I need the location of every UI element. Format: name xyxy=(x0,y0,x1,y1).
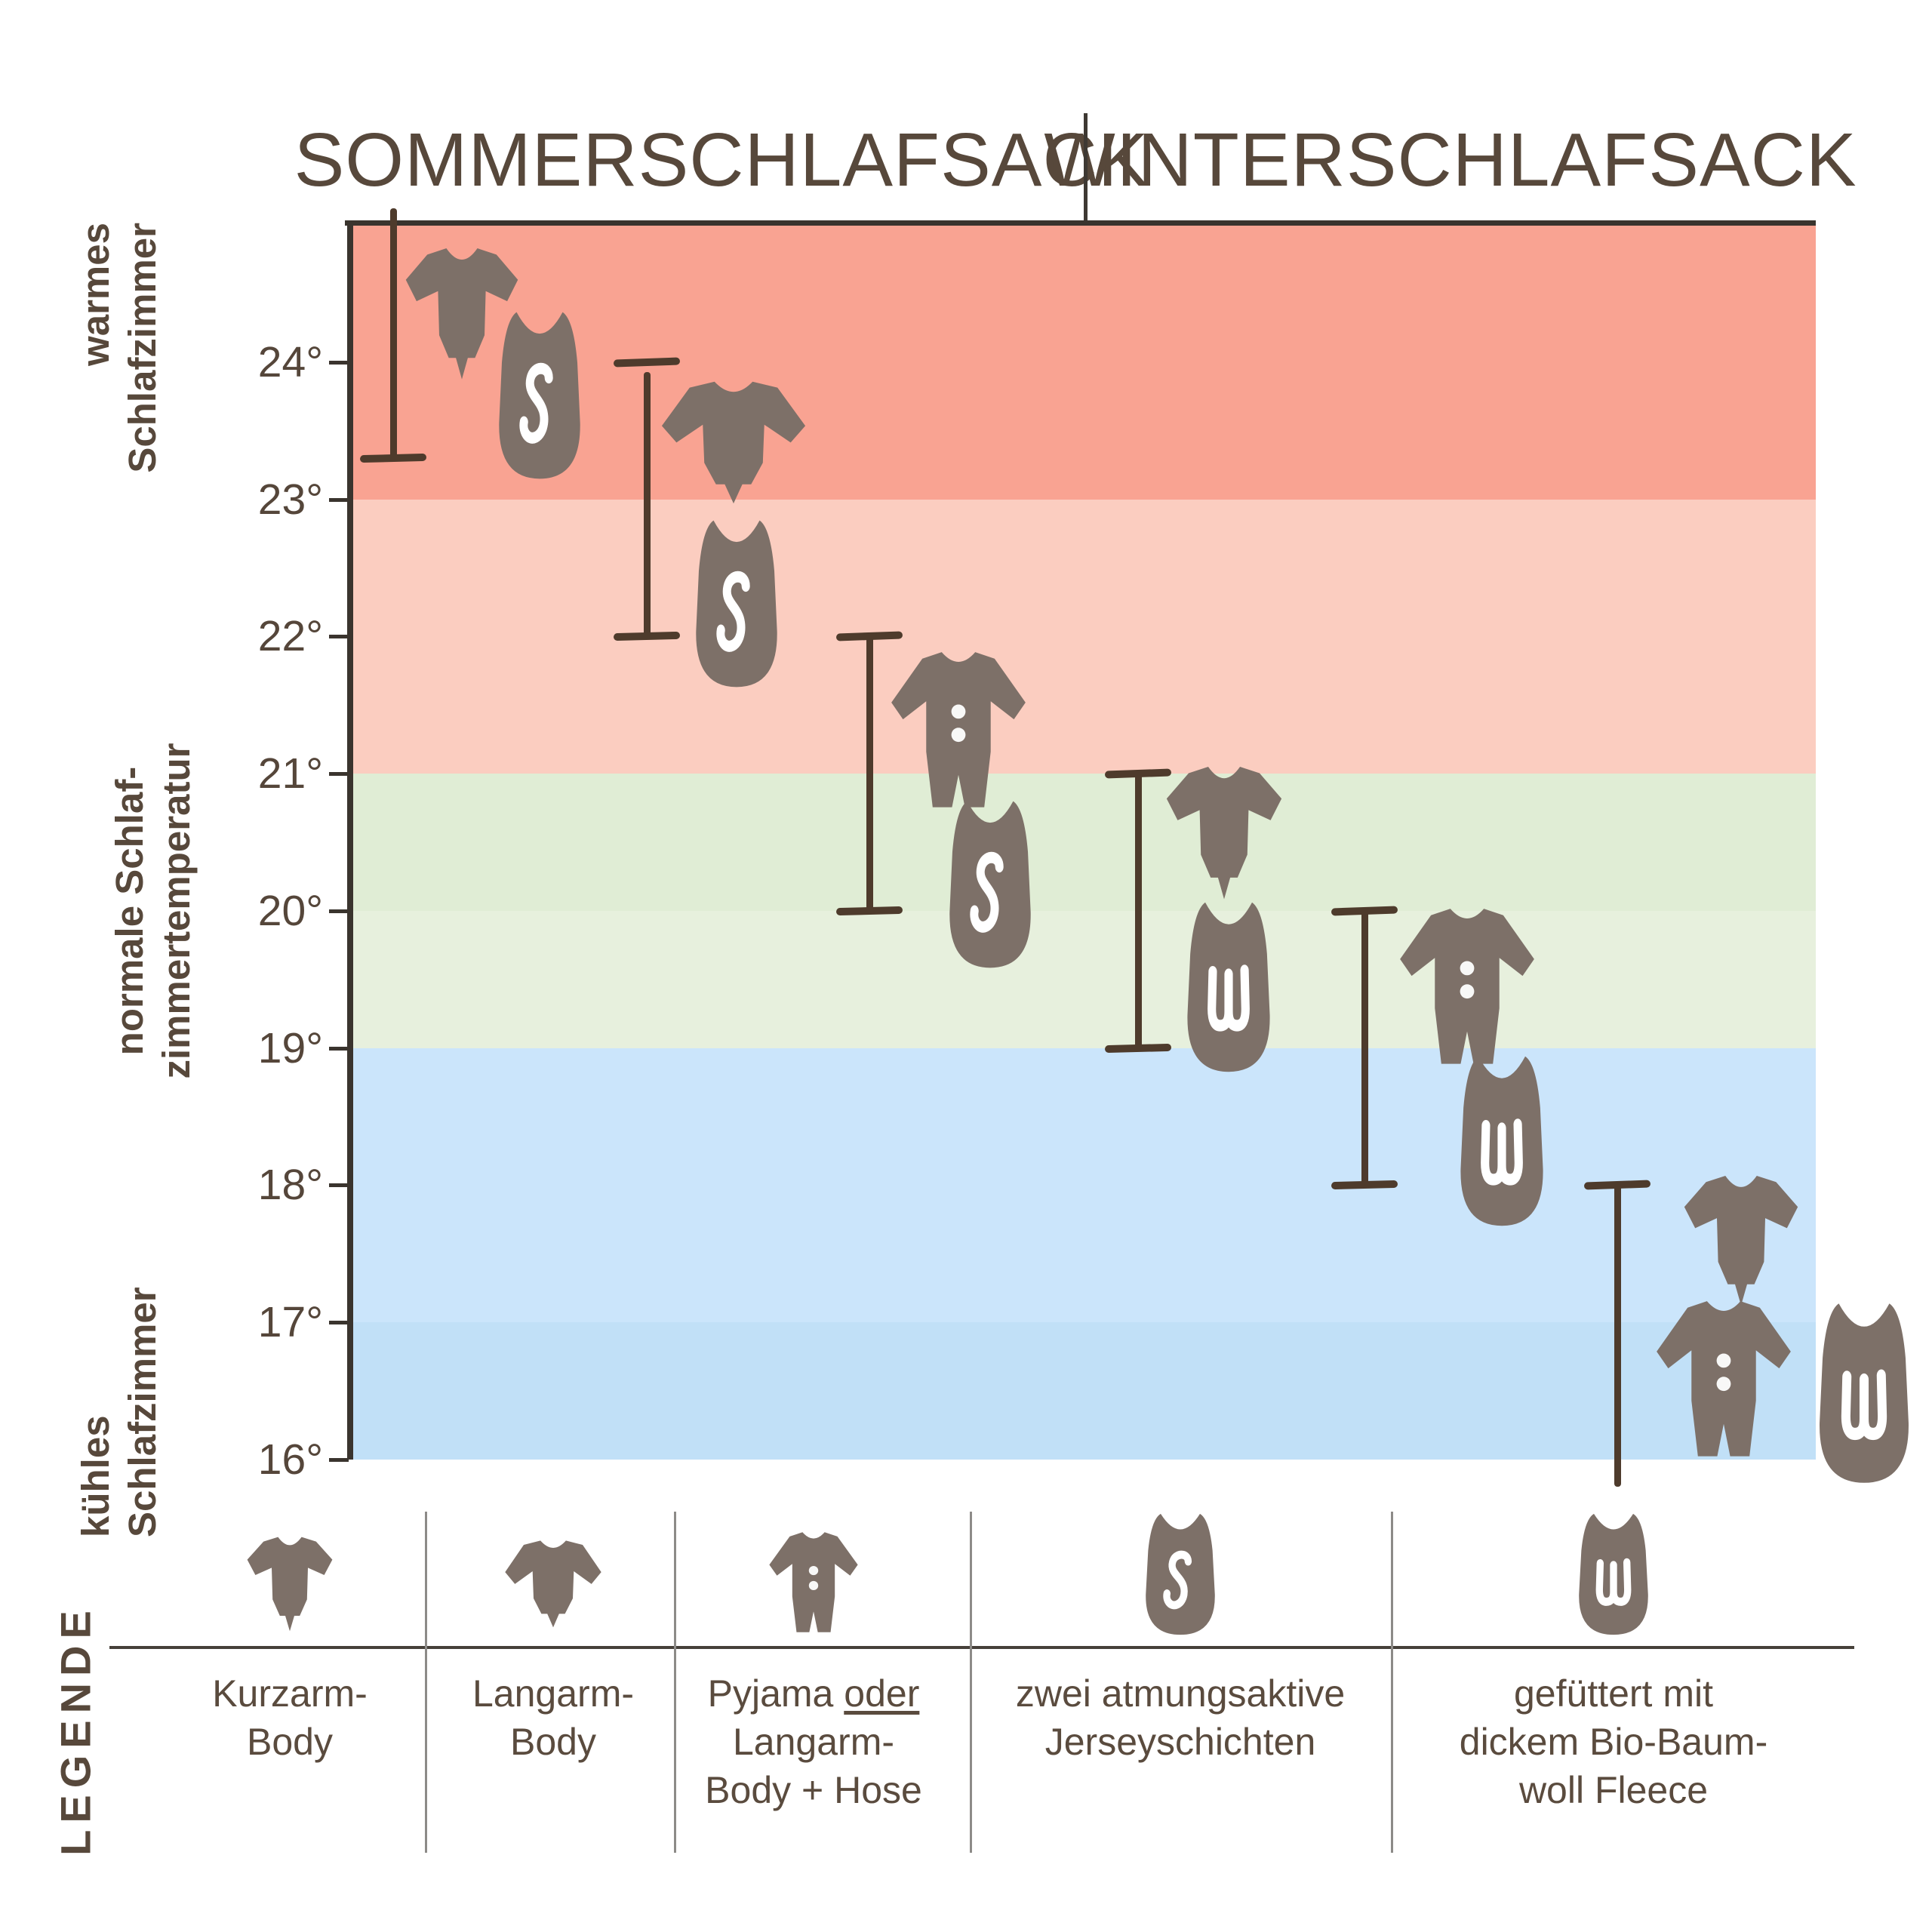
temp-band-19-17 xyxy=(353,1048,1816,1322)
y-tick-label: 21° xyxy=(257,749,323,798)
sleeping-bag-s-icon xyxy=(944,796,1036,973)
sleeping-bag-s-icon xyxy=(494,307,586,484)
range-bar xyxy=(644,372,651,636)
range-bar xyxy=(390,208,397,458)
y-tick xyxy=(329,772,349,776)
pyjama-icon xyxy=(1653,1297,1795,1459)
y-tick-label: 16° xyxy=(257,1435,323,1484)
zone-label-warmes: warmes Schlafzimmer xyxy=(74,223,164,473)
pyjama-icon xyxy=(888,648,1029,810)
y-tick-label: 24° xyxy=(257,338,323,386)
legend-item-label: Kurzarm- Body xyxy=(212,1672,368,1763)
y-tick-label: 23° xyxy=(257,475,323,524)
sleeping-bag-w-icon xyxy=(1814,1298,1915,1488)
y-tick xyxy=(329,1047,349,1051)
legend-heading: LEGENDE xyxy=(51,1604,100,1856)
legend-item-label: Langarm- Body xyxy=(472,1672,634,1763)
chart-top-border xyxy=(345,220,1816,226)
y-tick-label: 18° xyxy=(257,1161,323,1209)
temp-band-21-20 xyxy=(353,774,1816,911)
temp-band-20-19 xyxy=(353,911,1816,1048)
legend-divider xyxy=(674,1512,676,1853)
kurzarm-body-icon xyxy=(245,1534,335,1638)
y-tick xyxy=(329,498,349,502)
y-axis-line xyxy=(347,220,353,1460)
zone-label-khles: kühles Schlafzimmer xyxy=(74,1287,164,1537)
kurzarm-body-icon xyxy=(402,245,521,389)
legend-item-label: Pyjama oder Langarm- Body + Hose xyxy=(705,1672,922,1811)
column-title-sommer: SOMMERSCHLAFSACK xyxy=(294,118,1149,202)
y-tick-label: 22° xyxy=(257,612,323,660)
y-tick xyxy=(329,361,349,365)
kurzarm-body-icon xyxy=(1681,1172,1801,1315)
sleeping-bag-s-icon xyxy=(691,515,783,692)
legend-divider xyxy=(425,1512,427,1853)
sleeping-bag-s-icon xyxy=(1141,1510,1220,1638)
y-tick-label: 19° xyxy=(257,1024,323,1072)
temp-band-17-16 xyxy=(353,1322,1816,1460)
y-tick xyxy=(329,1458,349,1462)
pyjama-icon xyxy=(767,1530,860,1634)
legend-rule xyxy=(109,1646,1854,1649)
y-tick xyxy=(329,635,349,638)
y-tick-label: 17° xyxy=(257,1298,323,1346)
range-bar xyxy=(1135,774,1142,1048)
legend-item-label: zwei atmungsaktive Jerseyschichten xyxy=(1015,1672,1346,1763)
sleeping-bag-w-icon xyxy=(1574,1510,1653,1638)
range-bar xyxy=(1361,911,1368,1185)
legend-item-label: gefüttert mit dickem Bio-Baum-woll Fleece xyxy=(1459,1672,1768,1811)
temp-band-23-21 xyxy=(353,500,1816,774)
range-bar xyxy=(1614,1185,1621,1487)
langarm-body-icon xyxy=(660,378,807,509)
kurzarm-body-icon xyxy=(1163,763,1285,909)
pyjama-icon xyxy=(1396,905,1538,1066)
column-title-winter: WINTERSCHLAFSACK xyxy=(1044,118,1857,202)
temp-band-25-23 xyxy=(353,225,1816,500)
sleeping-bag-w-icon xyxy=(1182,897,1275,1077)
y-tick xyxy=(329,1183,349,1187)
zone-label-normaleschlaf: normale Schlaf-zimmertemperatur xyxy=(108,743,198,1079)
y-tick xyxy=(329,909,349,913)
langarm-body-icon xyxy=(504,1538,602,1632)
y-tick-label: 20° xyxy=(257,887,323,935)
legend-divider xyxy=(970,1512,972,1853)
y-tick xyxy=(329,1321,349,1324)
range-bar xyxy=(866,636,873,911)
sleeping-bag-w-icon xyxy=(1455,1051,1549,1231)
legend-divider xyxy=(1391,1512,1393,1853)
